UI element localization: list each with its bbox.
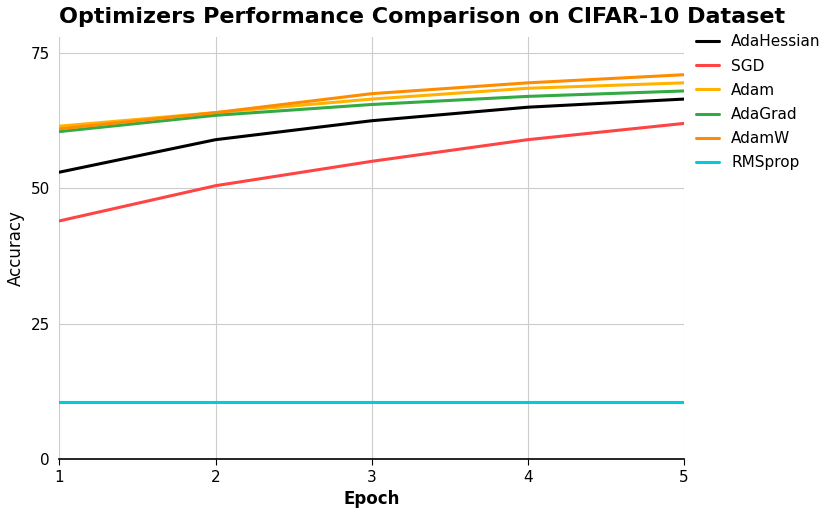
SGD	[210, 183, 220, 189]
X-axis label: Epoch: Epoch	[344, 490, 399, 508]
AdaGrad	[54, 128, 64, 134]
AdamW	[523, 80, 533, 86]
AdaGrad	[367, 101, 377, 108]
Line: AdaGrad: AdaGrad	[59, 91, 684, 131]
Line: AdaHessian: AdaHessian	[59, 99, 684, 172]
Line: SGD: SGD	[59, 124, 684, 221]
AdamW	[679, 72, 689, 78]
RMSprop	[210, 399, 220, 405]
AdamW	[210, 110, 220, 116]
RMSprop	[367, 399, 377, 405]
RMSprop	[679, 399, 689, 405]
SGD	[367, 158, 377, 164]
AdaHessian	[367, 117, 377, 124]
AdamW	[54, 126, 64, 132]
Y-axis label: Accuracy: Accuracy	[7, 210, 25, 286]
RMSprop	[54, 399, 64, 405]
Adam	[523, 85, 533, 91]
Adam	[367, 96, 377, 102]
Text: Optimizers Performance Comparison on CIFAR-10 Dataset: Optimizers Performance Comparison on CIF…	[59, 7, 786, 27]
Adam	[54, 123, 64, 129]
RMSprop	[523, 399, 533, 405]
AdaGrad	[210, 112, 220, 118]
AdaGrad	[523, 93, 533, 99]
Legend: AdaHessian, SGD, Adam, AdaGrad, AdamW, RMSprop: AdaHessian, SGD, Adam, AdaGrad, AdamW, R…	[690, 28, 826, 177]
Adam	[679, 80, 689, 86]
SGD	[679, 121, 689, 127]
Line: Adam: Adam	[59, 83, 684, 126]
AdaHessian	[523, 104, 533, 110]
AdaHessian	[54, 169, 64, 175]
Line: AdamW: AdamW	[59, 75, 684, 129]
SGD	[54, 218, 64, 224]
SGD	[523, 136, 533, 143]
Adam	[210, 110, 220, 116]
AdaHessian	[679, 96, 689, 102]
AdamW	[367, 91, 377, 97]
AdaHessian	[210, 136, 220, 143]
AdaGrad	[679, 88, 689, 94]
